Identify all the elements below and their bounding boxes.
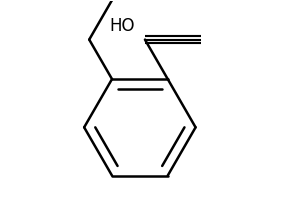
Text: HO: HO: [109, 17, 135, 34]
